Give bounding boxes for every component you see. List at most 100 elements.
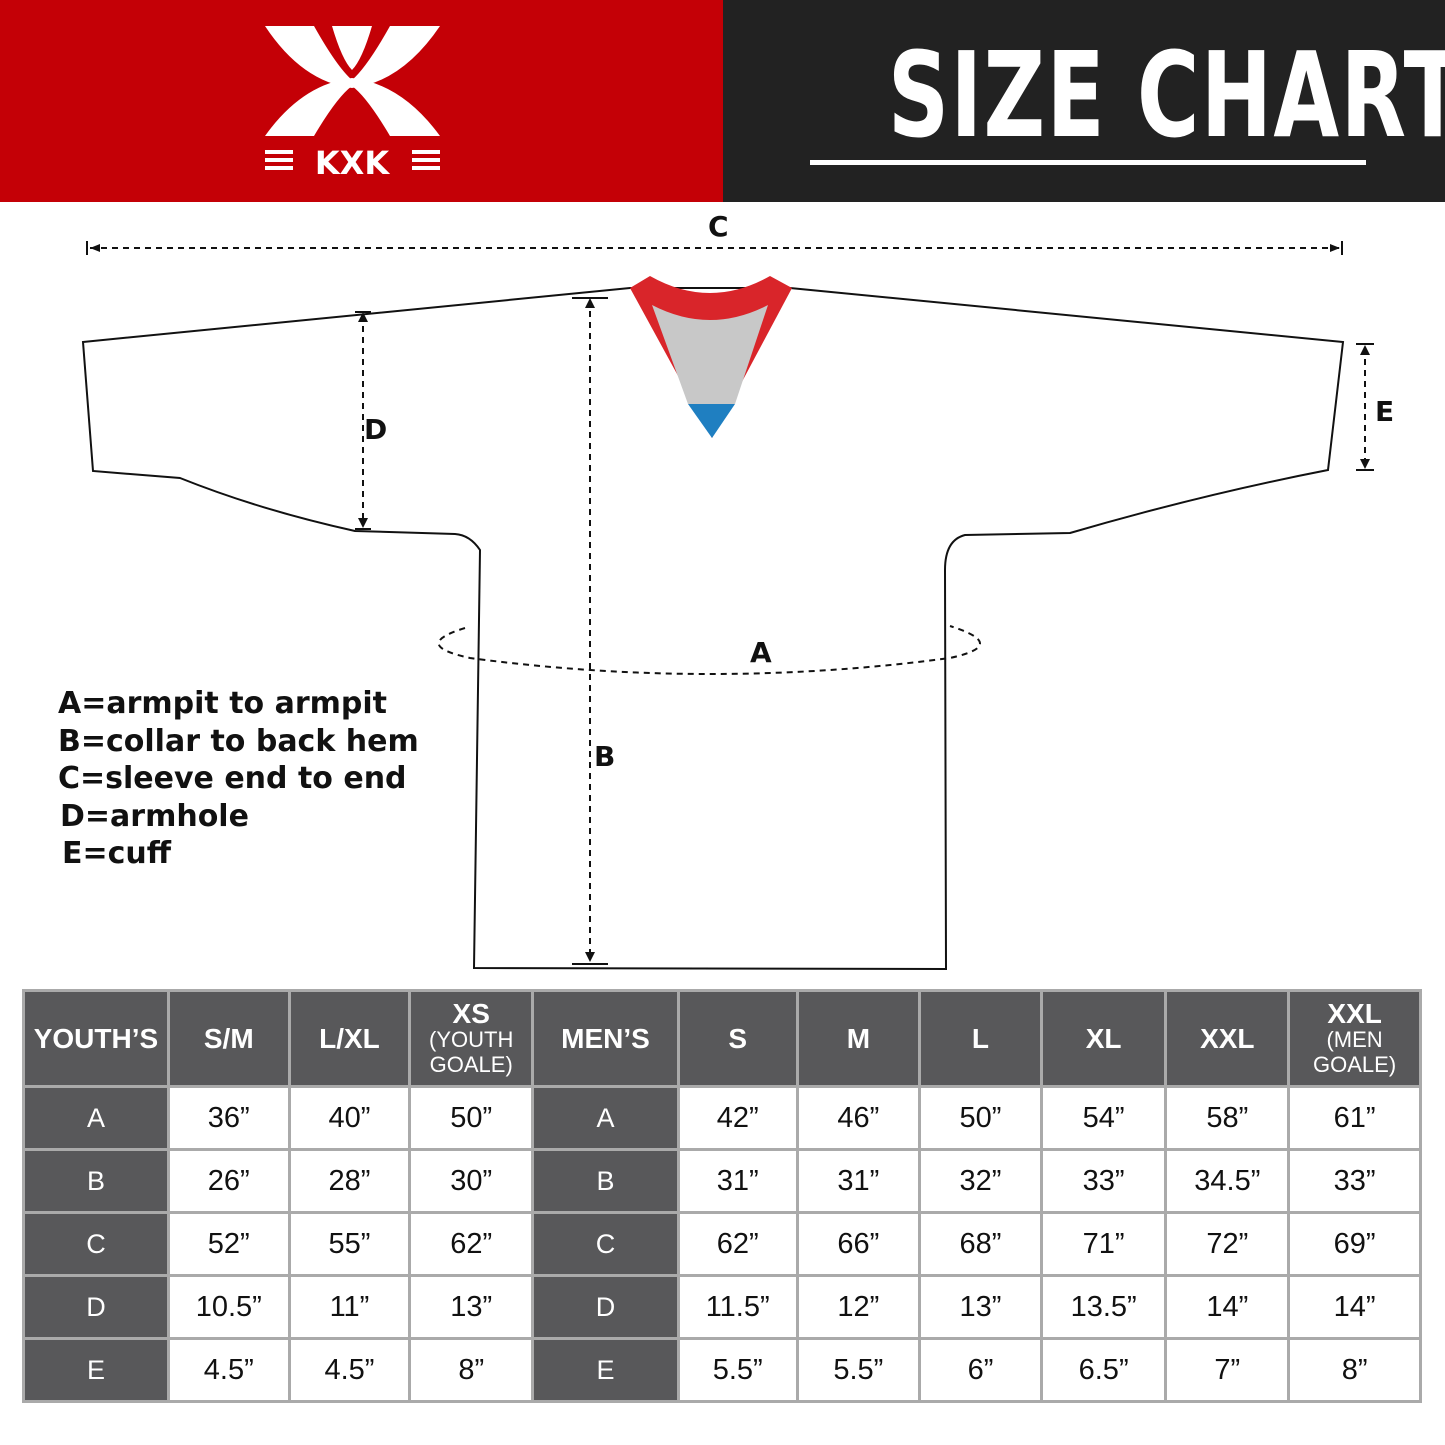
row-label: D xyxy=(531,1274,680,1340)
men-cell: 11.5” xyxy=(676,1274,799,1340)
svg-text:KXK: KXK xyxy=(315,144,390,182)
men-cell: 6.5” xyxy=(1039,1337,1168,1403)
size-label: YOUTH’S xyxy=(33,1022,159,1054)
size-label: L/XL xyxy=(319,1022,380,1054)
size-label: MEN’S xyxy=(561,1022,650,1054)
row-label: E xyxy=(22,1337,170,1403)
legend-c: C=sleeve end to end xyxy=(58,761,407,796)
size-label: XL xyxy=(1085,1022,1122,1054)
size-label: S/M xyxy=(203,1022,254,1054)
title-underline xyxy=(810,160,1366,165)
youth-cell: 13” xyxy=(408,1274,535,1340)
youth-cell: 40” xyxy=(287,1085,412,1151)
men-size-header: XXL xyxy=(1164,989,1291,1088)
youth-cell: 26” xyxy=(166,1148,291,1214)
men-size-header: XL xyxy=(1039,989,1168,1088)
size-sublabel: GOALE) xyxy=(429,1051,513,1077)
measurement-legend: A=armpit to armpit B=collar to back hem … xyxy=(58,685,419,873)
men-cell: 13” xyxy=(918,1274,1043,1340)
men-cell: 58” xyxy=(1164,1085,1291,1151)
men-cell: 72” xyxy=(1164,1211,1291,1277)
row-label: C xyxy=(531,1211,680,1277)
size-label: S xyxy=(728,1022,748,1054)
label-a: A xyxy=(750,636,772,669)
youth-size-header: L/XL xyxy=(287,989,412,1088)
table-row: B 26” 28” 30” B 31” 31” 32” 33” 34.5” 33” xyxy=(22,1148,1422,1214)
size-sublabel: (YOUTH xyxy=(429,1026,514,1052)
label-e: E xyxy=(1375,395,1395,428)
men-cell: 61” xyxy=(1287,1085,1422,1151)
men-cell: 42” xyxy=(676,1085,799,1151)
label-d: D xyxy=(364,413,388,446)
men-cell: 54” xyxy=(1039,1085,1168,1151)
legend-e: E=cuff xyxy=(62,836,172,871)
youth-cell: 36” xyxy=(166,1085,291,1151)
youth-size-header: S/M xyxy=(166,989,291,1088)
youth-size-header: XS (YOUTH GOALE) xyxy=(408,989,535,1088)
label-c: C xyxy=(708,210,729,243)
men-cell: 33” xyxy=(1039,1148,1168,1214)
men-cell: 8” xyxy=(1287,1337,1422,1403)
men-header: MEN’S xyxy=(531,989,680,1088)
men-cell: 33” xyxy=(1287,1148,1422,1214)
men-cell: 50” xyxy=(918,1085,1043,1151)
youth-cell: 62” xyxy=(408,1211,535,1277)
men-cell: 5.5” xyxy=(795,1337,922,1403)
label-b: B xyxy=(594,740,616,773)
table-row: C 52” 55” 62” C 62” 66” 68” 71” 72” 69” xyxy=(22,1211,1422,1277)
men-size-header: XXL (MEN GOALE) xyxy=(1287,989,1422,1088)
legend-a: A=armpit to armpit xyxy=(58,686,387,721)
youth-cell: 28” xyxy=(287,1148,412,1214)
men-cell: 46” xyxy=(795,1085,922,1151)
table-header-row: YOUTH’S S/M L/XL XS (YOUTH GOALE) MEN’S S M L XL XX… xyxy=(22,989,1422,1088)
youth-cell: 52” xyxy=(166,1211,291,1277)
men-size-header: S xyxy=(676,989,799,1088)
youth-cell: 30” xyxy=(408,1148,535,1214)
size-table: YOUTH’S S/M L/XL XS (YOUTH GOALE) MEN’S S M L XL XX… xyxy=(22,989,1422,1403)
youth-cell: 11” xyxy=(287,1274,412,1340)
men-cell: 68” xyxy=(918,1211,1043,1277)
size-sublabel: (MEN xyxy=(1326,1026,1383,1052)
row-label: A xyxy=(22,1085,170,1151)
men-cell: 14” xyxy=(1164,1274,1291,1340)
youth-cell: 55” xyxy=(287,1211,412,1277)
youth-cell: 8” xyxy=(408,1337,535,1403)
youth-cell: 4.5” xyxy=(287,1337,412,1403)
men-size-header: L xyxy=(918,989,1043,1088)
men-cell: 12” xyxy=(795,1274,922,1340)
youth-cell: 10.5” xyxy=(166,1274,291,1340)
row-label: B xyxy=(22,1148,170,1214)
men-cell: 69” xyxy=(1287,1211,1422,1277)
men-cell: 5.5” xyxy=(676,1337,799,1403)
table-row: E 4.5” 4.5” 8” E 5.5” 5.5” 6” 6.5” 7” 8” xyxy=(22,1337,1422,1403)
size-label: XXL xyxy=(1327,997,1382,1029)
kxk-logo: KXK xyxy=(265,26,440,182)
size-label: XS xyxy=(452,997,490,1029)
table-row: D 10.5” 11” 13” D 11.5” 12” 13” 13.5” 14” 14” xyxy=(22,1274,1422,1340)
legend-b: B=collar to back hem xyxy=(58,723,419,759)
men-cell: 31” xyxy=(795,1148,922,1214)
jersey-diagram xyxy=(81,241,1374,971)
men-cell: 32” xyxy=(918,1148,1043,1214)
legend-d: D=armhole xyxy=(60,798,249,834)
men-cell: 6” xyxy=(918,1337,1043,1403)
row-label: A xyxy=(531,1085,680,1151)
youth-cell: 50” xyxy=(408,1085,535,1151)
men-cell: 13.5” xyxy=(1039,1274,1168,1340)
men-cell: 31” xyxy=(676,1148,799,1214)
row-label: D xyxy=(22,1274,170,1340)
men-size-header: M xyxy=(795,989,922,1088)
page-title: SIZE CHART xyxy=(887,26,1445,164)
men-cell: 66” xyxy=(795,1211,922,1277)
men-cell: 71” xyxy=(1039,1211,1168,1277)
row-label: C xyxy=(22,1211,170,1277)
table-row: A 36” 40” 50” A 42” 46” 50” 54” 58” 61” xyxy=(22,1085,1422,1151)
men-cell: 7” xyxy=(1164,1337,1291,1403)
youth-cell: 4.5” xyxy=(166,1337,291,1403)
youth-header: YOUTH’S xyxy=(22,989,170,1088)
header-title-panel xyxy=(723,0,1445,202)
men-cell: 14” xyxy=(1287,1274,1422,1340)
men-cell: 62” xyxy=(676,1211,799,1277)
men-cell: 34.5” xyxy=(1164,1148,1291,1214)
size-label: M xyxy=(846,1022,871,1054)
